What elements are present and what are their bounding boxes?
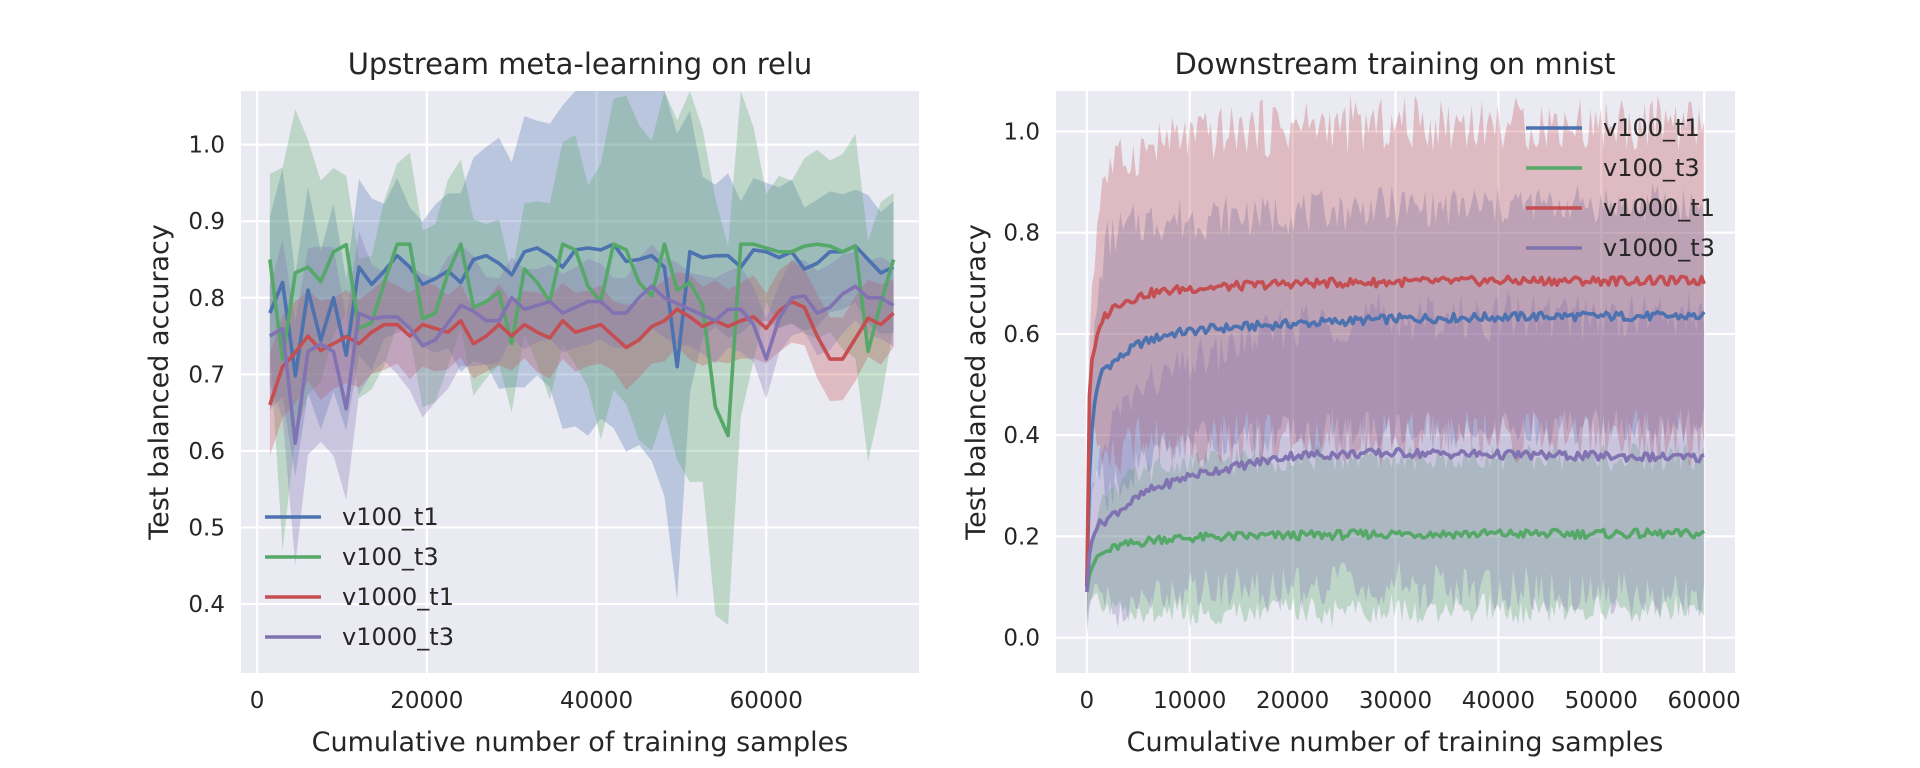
x-tick-label: 60000 (730, 688, 803, 714)
y-ticks: 0.0 0.2 0.4 0.6 0.8 1.0 (1003, 119, 1040, 651)
x-tick-label: 50000 (1565, 688, 1638, 714)
x-tick-label: 10000 (1153, 688, 1226, 714)
line-v1000_t3 (268, 284, 895, 446)
x-tick-label: 0 (1080, 688, 1095, 714)
legend-label: v100_t1 (1603, 114, 1700, 142)
band-v1000_t1 (1086, 94, 1705, 625)
legend: v100_t1 v100_t3 v1000_t1 v1000_t3 (265, 503, 454, 651)
y-tick-label: 0.5 (188, 516, 225, 542)
line-v100_t3 (268, 242, 896, 438)
y-tick-label: 1.0 (1003, 119, 1040, 145)
legend-label: v100_t3 (1603, 154, 1700, 182)
y-tick-label: 0.7 (188, 362, 225, 388)
y-tick-label: 1.0 (188, 133, 225, 159)
legend-label: v100_t1 (342, 503, 439, 531)
x-ticks: 0 20000 40000 60000 (250, 688, 803, 714)
series-lines (268, 242, 896, 446)
plot-area (241, 91, 919, 673)
band-v100_t1 (269, 91, 894, 600)
y-tick-label: 0.8 (188, 286, 225, 312)
y-axis-label: Test balanced accuracy (961, 224, 992, 541)
line-v100_t3 (1085, 527, 1706, 593)
line-v1000_t1 (1085, 274, 1706, 587)
series-lines (1085, 274, 1706, 593)
legend: v100_t1 v100_t3 v1000_t1 v1000_t3 (1526, 114, 1715, 262)
grid (241, 91, 919, 673)
y-tick-label: 0.8 (1003, 221, 1040, 247)
x-tick-label: 60000 (1668, 688, 1741, 714)
x-axis-label: Cumulative number of training samples (1127, 727, 1664, 758)
chart-upstream: 0 20000 40000 60000 0.4 0.5 0.6 0.7 0.8 0.9 1.0 U… (144, 47, 919, 758)
x-ticks: 0 10000 20000 30000 40000 50000 60000 (1080, 688, 1741, 714)
band-v100_t1 (1086, 183, 1705, 622)
x-tick-label: 20000 (390, 688, 463, 714)
line-v100_t1 (1085, 309, 1706, 588)
legend-label: v1000_t3 (342, 623, 454, 651)
y-tick-label: 0.9 (188, 209, 225, 235)
legend-label: v100_t3 (342, 543, 439, 571)
y-tick-label: 0.6 (1003, 322, 1040, 348)
y-tick-label: 0.6 (188, 439, 225, 465)
legend-label: v1000_t1 (1603, 194, 1715, 222)
legend-label: v1000_t1 (342, 583, 454, 611)
y-axis-label: Test balanced accuracy (144, 224, 175, 541)
chart-title: Downstream training on mnist (1174, 47, 1615, 81)
chart-downstream: 0 10000 20000 30000 40000 50000 60000 0.00.20.… (961, 47, 1741, 758)
x-tick-label: 0 (250, 688, 265, 714)
y-tick-label: 0.4 (188, 592, 225, 618)
x-axis-label: Cumulative number of training samples (312, 727, 849, 758)
chart-title: Upstream meta-learning on relu (348, 47, 813, 81)
y-tick-label: 0.0 (1003, 626, 1040, 652)
band-v100_t3 (269, 91, 894, 625)
band-v1000_t3 (1086, 290, 1705, 637)
x-tick-label: 40000 (560, 688, 633, 714)
legend-label: v1000_t3 (1603, 234, 1715, 262)
x-tick-label: 20000 (1256, 688, 1329, 714)
x-tick-label: 30000 (1359, 688, 1432, 714)
y-ticks: 0.4 0.5 0.6 0.7 0.8 0.9 1.0 (188, 133, 225, 618)
y-tick-label: 0.4 (1003, 423, 1040, 449)
y-tick-label: 0.2 (1003, 524, 1040, 550)
x-tick-label: 40000 (1462, 688, 1535, 714)
confidence-bands (1086, 94, 1705, 637)
grid (1056, 91, 1735, 673)
line-v1000_t3 (1085, 447, 1705, 593)
